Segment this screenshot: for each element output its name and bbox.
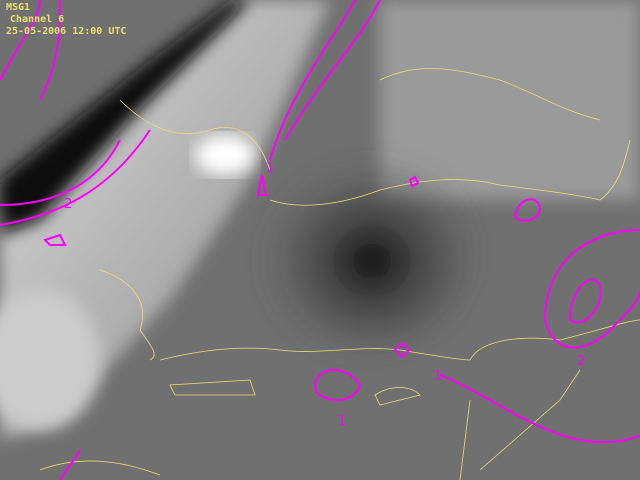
contour-line bbox=[393, 341, 411, 359]
satellite-name: MSG1 bbox=[6, 2, 31, 13]
contour-line bbox=[439, 374, 640, 444]
dry-slot-northwest bbox=[0, 0, 250, 235]
contour-line bbox=[269, 0, 356, 161]
bright-cloud-west bbox=[0, 290, 100, 430]
contour-line bbox=[568, 278, 602, 324]
bright-cloud bbox=[195, 135, 255, 175]
contour-line bbox=[0, 0, 41, 81]
contour-label: 1 bbox=[266, 161, 274, 176]
contour-line bbox=[513, 198, 542, 222]
contour-line bbox=[408, 175, 420, 188]
contour-line bbox=[543, 229, 640, 349]
contour-line bbox=[43, 233, 67, 246]
contour-label: 1 bbox=[338, 414, 346, 429]
contour-line bbox=[314, 368, 362, 402]
contour-line bbox=[256, 174, 268, 196]
contour-label: 1 bbox=[434, 369, 442, 384]
contour-line bbox=[59, 449, 81, 480]
coastlines bbox=[39, 68, 640, 480]
contour-line bbox=[0, 139, 121, 206]
channel-label: Channel 6 bbox=[10, 14, 65, 25]
contour-label: 2 bbox=[577, 354, 585, 369]
contour-line bbox=[0, 129, 151, 226]
contour-line bbox=[39, 0, 61, 101]
contour-line bbox=[284, 0, 381, 141]
contour-label: 2 bbox=[64, 197, 72, 212]
dry-region-central bbox=[240, 140, 480, 360]
datetime-label: 25-05-2006 12:00 UTC bbox=[6, 26, 127, 37]
